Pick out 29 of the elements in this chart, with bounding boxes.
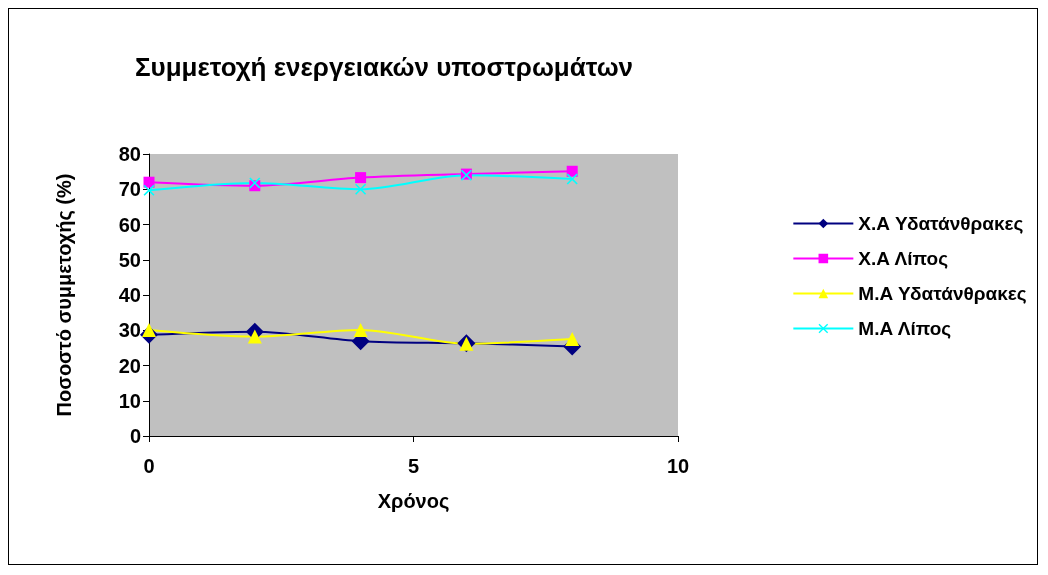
legend-label: Χ.Α Λίπος (858, 248, 949, 269)
y-tick-label: 70 (118, 178, 141, 201)
y-tick-label: 30 (118, 319, 141, 342)
y-tick-label: 80 (118, 143, 141, 165)
point (143, 176, 155, 188)
x-tick-label: 0 (143, 455, 155, 477)
point (566, 173, 578, 185)
point (142, 322, 156, 337)
point (566, 165, 578, 177)
x-axis-title: Χρόνος (377, 490, 450, 512)
y-tick-label: 0 (129, 425, 141, 447)
legend-label: Μ.Α Λίπος (858, 318, 952, 339)
point (247, 329, 262, 344)
chart-title: Συμμετοχή ενεργειακών υποστρωμάτων (134, 52, 634, 82)
point (355, 172, 367, 184)
y-tick-label: 10 (118, 389, 141, 412)
y-tick-label: 20 (118, 354, 141, 377)
point (565, 332, 580, 347)
x-tick-label: 5 (407, 455, 420, 477)
x-tick-label: 10 (666, 455, 690, 477)
point (353, 322, 368, 337)
y-axis-title: Ποσοστό συμμετοχής (%) (53, 173, 75, 417)
point (143, 184, 155, 196)
y-tick-label: 50 (118, 248, 141, 271)
point (355, 183, 367, 195)
legend-label: Χ.Α Υδατάνθρακες (858, 213, 1024, 234)
y-tick-label: 40 (118, 284, 141, 306)
legend-label: Μ.Α Υδατάνθρακες (858, 283, 1027, 304)
y-tick-label: 60 (118, 213, 141, 236)
